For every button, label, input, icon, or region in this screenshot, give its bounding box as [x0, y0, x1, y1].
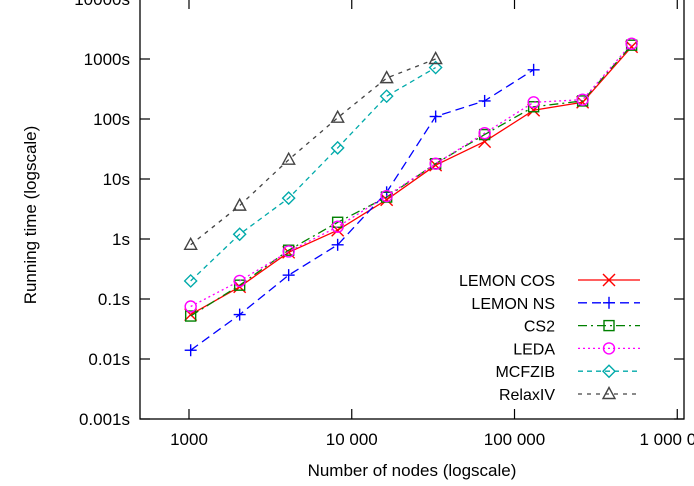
plot-frame	[139, 0, 685, 420]
series-relaxiv	[183, 51, 443, 251]
y-tick-label: 100s	[93, 110, 130, 129]
y-tick-label: 1000s	[84, 50, 130, 69]
x-tick-label: 100 000	[484, 430, 545, 449]
legend-item: LEMON COS	[459, 273, 640, 290]
series-line	[190, 43, 633, 308]
series-line	[190, 58, 436, 246]
x-tick-label: 1 000 000	[639, 430, 694, 449]
series-line	[190, 67, 436, 282]
data-point	[527, 96, 540, 109]
data-point	[282, 269, 295, 282]
data-point	[281, 191, 296, 206]
axis-ticks: 1000 10 000 100 000 1 000 000 0.001s 0.01s 0.1…	[74, 0, 694, 449]
legend-label: LEMON NS	[471, 296, 555, 313]
y-tick-label: 0.1s	[98, 290, 130, 309]
legend-label: RelaxIV	[499, 387, 555, 404]
data-point	[331, 238, 344, 251]
legend-swatch-marker	[602, 364, 616, 379]
data-point	[625, 37, 638, 50]
data-point	[576, 93, 589, 106]
series-line	[190, 46, 633, 316]
data-point	[330, 109, 345, 123]
legend-swatch-marker	[601, 386, 617, 400]
data-point	[478, 94, 491, 107]
legend-swatch-marker	[602, 342, 616, 355]
data-point	[281, 151, 296, 165]
series-lemon-cos	[184, 40, 639, 322]
legend-label: LEDA	[513, 341, 555, 358]
legend-item: LEDA	[513, 341, 640, 358]
data-point	[331, 223, 345, 237]
data-point	[379, 89, 394, 104]
legend-swatch-marker	[603, 296, 615, 309]
series-mcfzib	[183, 60, 443, 288]
data-point	[232, 197, 247, 211]
data-point	[379, 70, 394, 84]
legend-item: LEMON NS	[471, 296, 640, 313]
data-point	[429, 157, 442, 170]
data-point	[428, 51, 443, 65]
data-point	[331, 216, 344, 228]
legend-item: CS2	[524, 319, 640, 336]
x-tick-label: 10 000	[326, 430, 378, 449]
legend-swatch-marker	[602, 273, 616, 287]
legend-item: MCFZIB	[495, 364, 640, 381]
data-point	[282, 245, 295, 258]
series-leda	[184, 37, 638, 313]
data-point	[184, 300, 197, 313]
legend-label: LEMON COS	[459, 273, 555, 290]
data-point	[184, 344, 197, 357]
data-point	[183, 273, 198, 288]
data-point	[527, 101, 540, 113]
data-point	[428, 60, 443, 75]
data-point	[331, 220, 344, 233]
data-point	[380, 193, 394, 207]
y-axis-title: Running time (logscale)	[21, 126, 40, 305]
y-tick-label: 1s	[112, 230, 130, 249]
x-axis-title: Number of nodes (logscale)	[308, 461, 517, 480]
legend-label: MCFZIB	[495, 364, 555, 381]
data-point	[527, 63, 540, 76]
y-tick-label: 10000s	[74, 0, 130, 9]
data-point	[232, 227, 247, 242]
legend-label: CS2	[524, 319, 555, 336]
legend: LEMON COS LEMON NS CS2 LEDA MCFZIB RelaxIV	[459, 273, 640, 404]
y-tick-label: 0.01s	[88, 350, 130, 369]
data-point	[233, 274, 246, 288]
data-point	[478, 126, 491, 140]
data-point	[380, 189, 393, 203]
plot-marks	[183, 37, 639, 357]
legend-item: RelaxIV	[499, 386, 640, 404]
data-point	[233, 308, 246, 321]
data-point	[429, 110, 442, 123]
data-point	[183, 236, 198, 251]
legend-swatch-marker	[603, 319, 615, 332]
series-line	[190, 69, 534, 351]
y-tick-label: 10s	[103, 170, 130, 189]
y-tick-label: 0.001s	[79, 410, 130, 429]
data-point	[184, 310, 197, 322]
data-point	[330, 140, 345, 155]
series-line	[190, 44, 633, 317]
x-tick-label: 1000	[170, 430, 208, 449]
